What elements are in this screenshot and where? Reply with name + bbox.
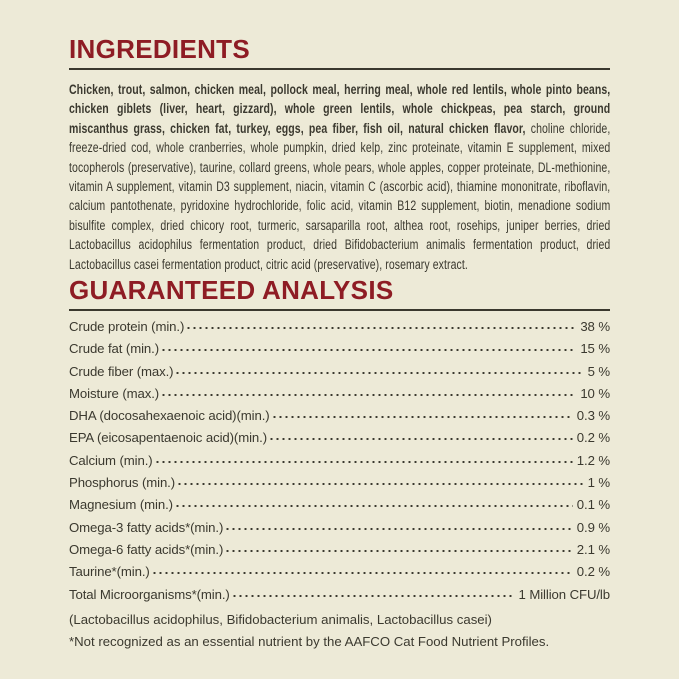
analysis-row-omega3: Omega-3 fatty acids*(min.) 0.9 %: [69, 517, 610, 539]
row-label: EPA (eicosapentaenoic acid)(min.): [69, 430, 268, 446]
ingredients-section: INGREDIENTS Chicken, trout, salmon, chic…: [69, 36, 610, 274]
row-value: 0.1 %: [576, 497, 610, 513]
analysis-row-phosphorus: Phosphorus (min.) 1 %: [69, 472, 610, 494]
dot-leader: [178, 483, 584, 486]
aafco-footnote: *Not recognized as an essential nutrient…: [69, 633, 550, 649]
guaranteed-analysis-section: GUARANTEED ANALYSIS Crude protein (min.)…: [69, 277, 610, 652]
analysis-row-moisture: Moisture (max.) 10 %: [69, 383, 610, 405]
row-label: Phosphorus (min.): [69, 475, 176, 491]
primary-ingredients-text: Chicken, trout, salmon, chicken meal, po…: [69, 82, 611, 136]
analysis-row-crude-fiber: Crude fiber (max.) 5 %: [69, 361, 610, 383]
row-label: Magnesium (min.): [69, 497, 173, 513]
row-value: 0.3 %: [576, 408, 610, 424]
analysis-row-crude-fat: Crude fat (min.) 15 %: [69, 338, 610, 360]
secondary-ingredients-text: choline chloride, freeze-dried cod, whol…: [69, 120, 611, 272]
row-value: 5 %: [587, 363, 611, 379]
row-value: 15 %: [580, 341, 610, 357]
row-value: 0.2 %: [576, 430, 610, 446]
row-label: Omega-6 fatty acids*(min.): [69, 541, 224, 557]
ingredients-divider: [69, 68, 610, 70]
analysis-row-total-microorganisms: Total Microorganisms*(min.) 1 Million CF…: [69, 584, 610, 606]
dot-leader: [232, 594, 515, 597]
row-value: 0.2 %: [576, 564, 610, 580]
dot-leader: [162, 393, 577, 396]
dot-leader: [152, 572, 573, 575]
ingredients-title: INGREDIENTS: [69, 34, 250, 64]
dot-leader: [272, 416, 573, 419]
dot-leader: [270, 438, 573, 441]
row-label: Calcium (min.): [69, 452, 153, 468]
dot-leader: [226, 527, 573, 530]
row-value: 1 %: [587, 475, 611, 491]
analysis-table: Crude protein (min.) 38 % Crude fat (min…: [69, 316, 610, 606]
row-label: Crude protein (min.): [69, 319, 185, 334]
row-label: DHA (docosahexaenoic acid)(min.): [69, 408, 270, 424]
dot-leader: [162, 349, 577, 352]
row-value: 1 Million CFU/lb: [518, 586, 611, 602]
row-label: Crude fat (min.): [69, 341, 160, 357]
row-label: Total Microorganisms*(min.): [69, 586, 230, 602]
analysis-row-dha: DHA (docosahexaenoic acid)(min.) 0.3 %: [69, 405, 610, 427]
row-label: Crude fiber (max.): [69, 363, 174, 379]
row-value: 10 %: [580, 385, 610, 401]
dot-leader: [176, 371, 584, 374]
row-label: Taurine*(min.): [69, 564, 150, 580]
row-value: 38 %: [580, 319, 610, 334]
analysis-row-omega6: Omega-6 fatty acids*(min.) 2.1 %: [69, 539, 610, 561]
analysis-row-calcium: Calcium (min.) 1.2 %: [69, 450, 610, 472]
analysis-row-taurine: Taurine*(min.) 0.2 %: [69, 561, 610, 583]
microorganisms-detail: (Lactobacillus acidophilus, Bifidobacter…: [69, 611, 492, 627]
dot-leader: [187, 327, 577, 329]
analysis-row-crude-protein: Crude protein (min.) 38 %: [69, 316, 610, 338]
dot-leader: [175, 505, 573, 508]
row-value: 1.2 %: [576, 452, 610, 468]
row-label: Omega-3 fatty acids*(min.): [69, 519, 224, 535]
row-value: 0.9 %: [576, 519, 610, 535]
analysis-title: GUARANTEED ANALYSIS: [69, 275, 394, 305]
row-value: 2.1 %: [576, 541, 610, 557]
analysis-row-magnesium: Magnesium (min.) 0.1 %: [69, 494, 610, 516]
dot-leader: [155, 460, 573, 463]
analysis-row-epa: EPA (eicosapentaenoic acid)(min.) 0.2 %: [69, 427, 610, 449]
row-label: Moisture (max.): [69, 385, 160, 401]
ingredients-paragraph: Chicken, trout, salmon, chicken meal, po…: [69, 80, 610, 274]
dot-leader: [226, 549, 573, 552]
analysis-divider: [69, 309, 610, 311]
